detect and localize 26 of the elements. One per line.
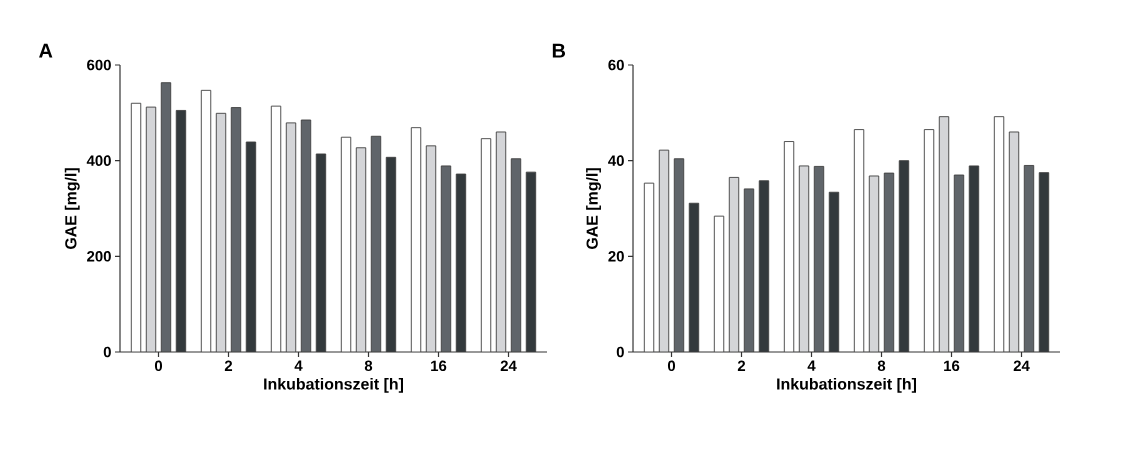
x-tick-label: 4 xyxy=(807,360,816,371)
x-tick-label: 2 xyxy=(224,360,233,371)
x-tick-label: 8 xyxy=(364,360,373,372)
chart-title: A xyxy=(39,43,53,58)
x-axis-title: Inkubationszeit [h] xyxy=(777,377,917,393)
y-axis-title: GAE [mg/l] xyxy=(586,168,602,250)
x-tick-label: 8 xyxy=(877,360,886,372)
y-tick-label: 400 xyxy=(86,155,111,166)
y-tick-label: 40 xyxy=(608,155,624,166)
y-tick-label: 0 xyxy=(103,346,111,358)
x-tick-label: 0 xyxy=(154,360,163,372)
chart-title: B xyxy=(552,43,566,58)
y-tick-label: 60 xyxy=(608,59,624,71)
x-tick-label: 24 xyxy=(1013,360,1030,371)
y-tick-label: 20 xyxy=(608,251,624,262)
x-tick-label: 0 xyxy=(667,360,676,372)
x-axis-title: Inkubationszeit [h] xyxy=(264,377,403,393)
x-tick-label: 2 xyxy=(737,360,746,371)
x-tick-label: 16 xyxy=(944,360,960,372)
y-tick-label: 600 xyxy=(87,59,111,71)
y-tick-label: 0 xyxy=(616,346,624,358)
x-tick-label: 4 xyxy=(294,360,303,371)
y-tick-label: 200 xyxy=(87,251,111,262)
x-tick-label: 24 xyxy=(500,360,517,371)
y-axis-title: GAE [mg/l] xyxy=(64,168,80,250)
x-tick-label: 16 xyxy=(431,360,447,372)
